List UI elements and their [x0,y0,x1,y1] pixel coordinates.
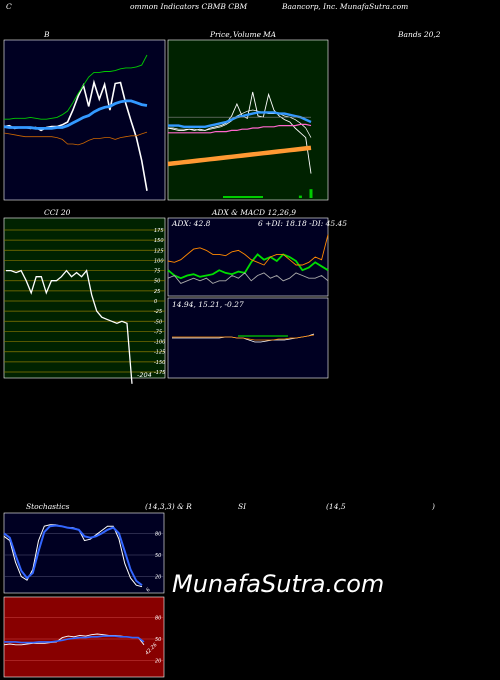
cci-tick-label: -75 [154,329,162,335]
price-panel [167,39,329,201]
volume-baseline [223,196,263,198]
cci-tick-label: -175 [154,370,165,376]
bollinger-title: B [44,30,50,39]
cci-tick-label: 25 [154,289,160,295]
macd-signal-line [172,334,315,341]
cci-tick-label: 100 [154,258,164,264]
adx-di-values: 6 +DI: 18.18 -DI: 45.45 [258,219,348,228]
price-price-line [167,91,312,174]
cci-tick-label: 75 [154,269,160,275]
cci-tick-label: 0 [154,299,157,305]
cci-tick-label: -150 [154,360,165,366]
cci-title: CCI 20 [44,208,71,217]
watermark: MunafaSutra.com [172,570,385,598]
stoch-pct-d-line [3,524,143,586]
header-left: C [6,2,12,11]
adx-value: ADX: 42.8 [172,219,211,228]
adx-title: ADX & MACD 12,26,9 [212,208,297,217]
bollinger-upper-line [4,54,148,120]
cci-tick-label: -100 [154,340,165,346]
adx-minusdi-line [167,234,329,266]
bollinger-panel [3,39,166,201]
macd-values: 14.94, 15.21, -0.27 [172,300,244,309]
bollinger-lower-line [3,131,148,146]
price-title-b: Volume [233,30,262,39]
stoch-panel: 80 50 20 6 [3,512,165,593]
volume-bar [298,195,302,198]
adx-plusdi-line [167,253,329,280]
bands-title: Bands 20,2 [398,30,441,39]
rsi-params: (14,5 [326,502,346,511]
cci-tick-label: -50 [154,319,162,325]
rsi-avg-line [4,635,145,644]
price-ma20-line [168,123,312,134]
rsi-tick-label: 20 [155,659,161,665]
cci-tick-label: 150 [154,238,164,244]
header-title: ommon Indicators CBMB CBM [130,2,248,11]
stoch-last-value: 6 [145,587,151,593]
stoch-params: (14,3,3) & R [145,502,192,511]
bollinger-middle-line [3,99,148,130]
price-ma50-line [167,145,312,167]
macd-panel [167,297,329,379]
cci-tick-label: -25 [154,309,162,315]
stoch-tick-label: 20 [155,575,161,581]
rsi-close: ) [432,502,435,511]
stoch-tick-label: 50 [155,553,161,559]
cci-tick-label: -125 [154,350,165,356]
stoch-title: Stochastics [26,502,70,511]
rsi-title: SI [238,502,247,511]
cci-last-value: -204 [137,371,152,379]
volume-bar [309,189,313,198]
adx-adx-line [167,272,329,284]
cci-panel: 175 150 125 100 75 50 25 0 -25 -50 -75 -100 -125 -150… [3,217,165,384]
adx-panel [167,217,329,297]
cci-tick-label: 50 [154,279,160,285]
price-ma10-line [168,111,312,129]
cci-tick-label: 175 [154,228,164,234]
stoch-tick-label: 80 [155,531,161,537]
price-ma5-line [168,109,312,138]
price-title-c: MA [263,30,277,39]
cci-line [6,269,133,384]
rsi-tick-label: 50 [155,637,161,643]
cci-tick-label: 125 [154,248,164,254]
header-right: Baancorp, Inc. MunafaSutra.com [282,2,409,11]
price-title-a: Price, [210,30,233,39]
rsi-tick-label: 80 [155,615,161,621]
